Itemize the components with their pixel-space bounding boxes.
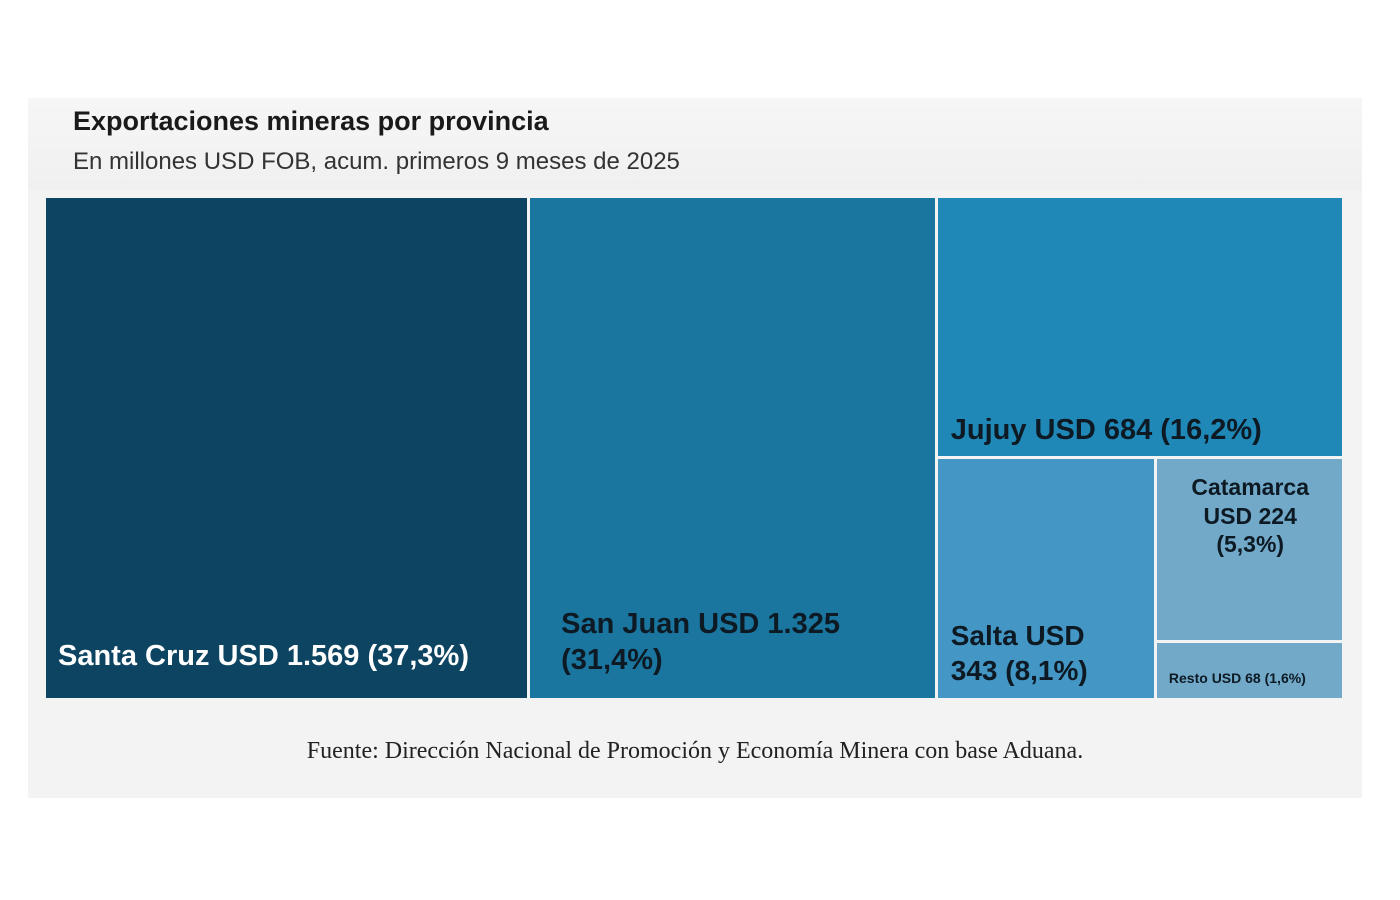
treemap-label-jujuy: Jujuy USD 684 (16,2%) bbox=[951, 412, 1337, 448]
treemap-label-san-juan: San Juan USD 1.325 (31,4%) bbox=[561, 606, 929, 679]
treemap-label-line: Santa Cruz USD 1.569 (37,3%) bbox=[58, 639, 469, 672]
treemap-label-line: Jujuy USD 684 (16,2%) bbox=[950, 413, 1262, 446]
treemap-tile-santa-cruz: Santa Cruz USD 1.569 (37,3%) bbox=[46, 198, 528, 698]
treemap-label-resto: Resto USD 68 (1,6%) bbox=[1169, 670, 1342, 688]
treemap-tile-jujuy: Jujuy USD 684 (16,2%) bbox=[937, 198, 1342, 456]
treemap-label-line: San Juan USD 1.325 bbox=[561, 607, 840, 640]
treemap-label-line: USD 224 bbox=[1203, 502, 1297, 529]
treemap-label-santa-cruz: Santa Cruz USD 1.569 (37,3%) bbox=[58, 638, 521, 674]
chart-title: Exportaciones mineras por provincia bbox=[73, 106, 549, 136]
treemap-tile-resto: Resto USD 68 (1,6%) bbox=[1156, 643, 1342, 698]
treemap-label-line: Catamarca bbox=[1191, 473, 1310, 500]
treemap-label-salta: Salta USD 343 (8,1%) bbox=[951, 618, 1154, 688]
treemap-tile-salta: Salta USD 343 (8,1%) bbox=[937, 458, 1154, 698]
treemap: Santa Cruz USD 1.569 (37,3%) San Juan USD… bbox=[46, 198, 1342, 698]
treemap-tile-san-juan: San Juan USD 1.325 (31,4%) bbox=[530, 198, 935, 698]
treemap-label-line: Resto USD 68 (1,6%) bbox=[1168, 670, 1306, 687]
treemap-label-catamarca: Catamarca USD 224 (5,3%) bbox=[1157, 473, 1342, 559]
treemap-label-line: (31,4%) bbox=[561, 643, 663, 676]
chart-card: Exportaciones mineras por provincia En m… bbox=[28, 98, 1362, 798]
treemap-tile-catamarca: Catamarca USD 224 (5,3%) bbox=[1156, 458, 1342, 641]
treemap-label-line: Salta USD bbox=[950, 619, 1085, 651]
treemap-label-line: 343 (8,1%) bbox=[950, 654, 1088, 686]
chart-subtitle: En millones USD FOB, acum. primeros 9 me… bbox=[73, 148, 680, 175]
source-note: Fuente: Dirección Nacional de Promoción … bbox=[306, 738, 1084, 764]
treemap-label-line: (5,3%) bbox=[1216, 531, 1285, 558]
chart-header: Exportaciones mineras por provincia En m… bbox=[28, 98, 1362, 190]
